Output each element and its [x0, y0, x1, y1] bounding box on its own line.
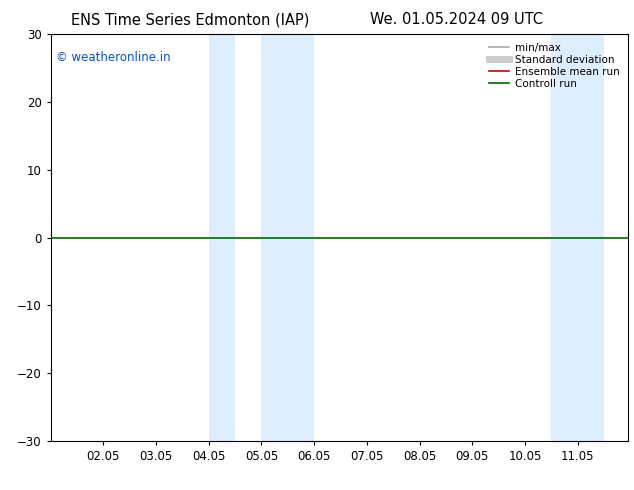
Text: ENS Time Series Edmonton (IAP): ENS Time Series Edmonton (IAP) — [71, 12, 309, 27]
Bar — [261, 34, 314, 441]
Bar — [209, 34, 235, 441]
Bar — [551, 34, 578, 441]
Text: We. 01.05.2024 09 UTC: We. 01.05.2024 09 UTC — [370, 12, 543, 27]
Text: © weatheronline.in: © weatheronline.in — [56, 50, 171, 64]
Bar — [578, 34, 604, 441]
Legend: min/max, Standard deviation, Ensemble mean run, Controll run: min/max, Standard deviation, Ensemble me… — [486, 40, 623, 92]
